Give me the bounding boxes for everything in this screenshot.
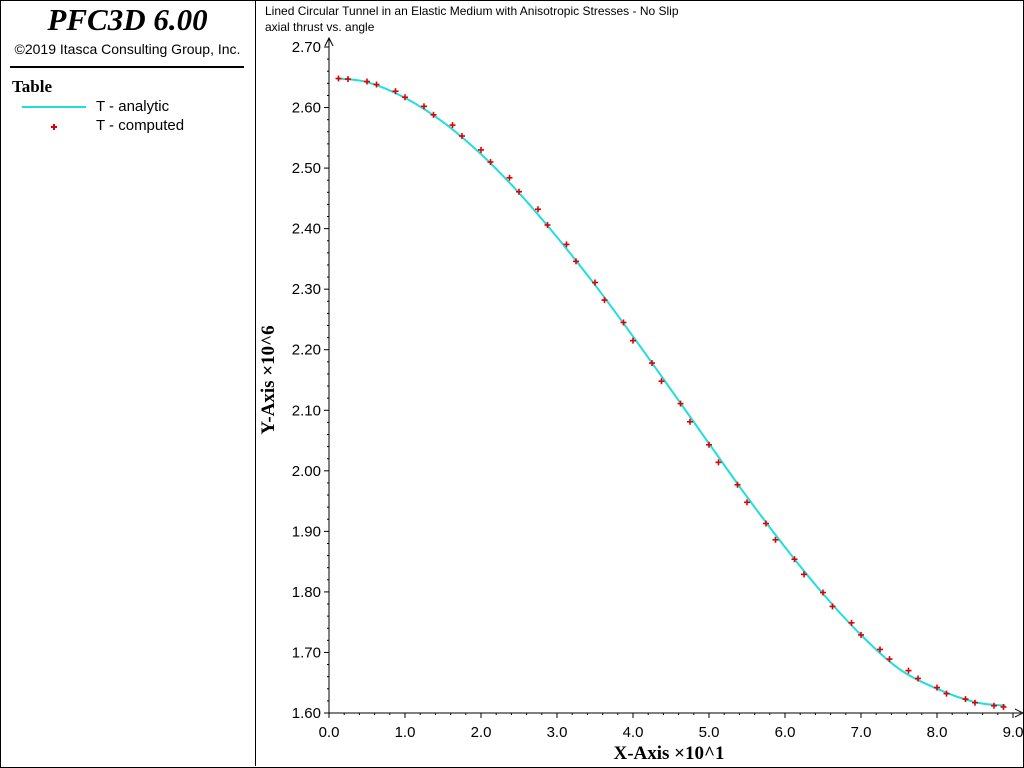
app-title: PFC3D 6.00 (47, 2, 208, 37)
computed-point (1000, 703, 1007, 710)
x-tick-label: 9.0 (1003, 724, 1024, 741)
y-tick-label: 2.40 (292, 221, 321, 238)
computed-point (573, 258, 579, 265)
y-tick-label: 2.30 (292, 281, 321, 298)
computed-point (915, 675, 921, 682)
legend-panel: PFC3D 6.00 ©2019 Itasca Consulting Group… (0, 0, 256, 766)
x-axis-arrow-icon (1014, 708, 1024, 718)
copyright-text: ©2019 Itasca Consulting Group, Inc. (14, 41, 241, 57)
x-tick-label: 5.0 (699, 724, 720, 741)
x-tick-label: 4.0 (623, 724, 644, 741)
computed-point (677, 400, 684, 407)
computed-point (544, 222, 551, 229)
computed-point (364, 78, 370, 85)
axes: 1.60 1.70 1.80 1.90 2.00 2.10 2.20 2.30 2.40 2.50… (292, 36, 1024, 741)
y-tick-label: 2.10 (292, 402, 321, 419)
computed-point (943, 690, 950, 697)
computed-point (706, 441, 712, 448)
computed-point (858, 631, 864, 638)
analytic-series-line (336, 77, 1006, 707)
y-tick-label: 2.60 (292, 100, 321, 117)
computed-point (449, 122, 456, 129)
computed-point (335, 75, 342, 82)
y-tick-label: 1.60 (292, 705, 321, 722)
y-tick-label: 1.80 (292, 584, 321, 601)
y-tick-label: 2.00 (292, 463, 321, 480)
computed-point (687, 418, 693, 425)
computed-point (820, 589, 826, 596)
x-tick-label: 2.0 (471, 724, 492, 741)
computed-point (886, 656, 893, 663)
computed-point (763, 520, 769, 527)
computed-point (392, 88, 399, 95)
computed-point (601, 297, 608, 304)
x-tick-label: 3.0 (547, 724, 568, 741)
legend-item-analytic[interactable]: T - analytic (18, 97, 248, 117)
computed-point (563, 241, 570, 248)
computed-point (373, 81, 380, 88)
computed-point (630, 337, 636, 344)
computed-point (459, 133, 465, 140)
computed-point (715, 459, 722, 466)
x-axis-title: X-Axis ×10^1 (613, 743, 724, 764)
computed-point (934, 684, 940, 691)
computed-point (487, 159, 494, 166)
computed-point (430, 111, 437, 118)
computed-point (478, 146, 484, 153)
computed-point (516, 188, 522, 195)
y-axis-arrow-icon (324, 36, 334, 47)
computed-point (402, 94, 408, 101)
y-tick-label: 2.50 (292, 160, 321, 177)
computed-point (848, 619, 855, 626)
computed-point (962, 696, 969, 703)
computed-point (772, 536, 779, 543)
chart-title: Lined Circular Tunnel in an Elastic Medi… (265, 4, 679, 18)
computed-point (506, 174, 513, 181)
computed-point (421, 103, 427, 110)
computed-point (535, 206, 541, 213)
x-tick-label: 0.0 (319, 724, 340, 741)
computed-point (972, 699, 978, 706)
computed-point (801, 571, 807, 578)
y-axis-title: Y-Axis ×10^6 (258, 325, 279, 434)
computed-point (734, 481, 741, 488)
computed-point (592, 279, 598, 286)
computed-point (991, 702, 997, 709)
legend-item-label: T - computed (96, 117, 185, 134)
computed-point (658, 378, 665, 385)
x-tick-label: 7.0 (851, 724, 872, 741)
series (335, 75, 1007, 710)
x-tick-label: 6.0 (775, 724, 796, 741)
plus-marker-icon (51, 124, 57, 130)
line-swatch-icon (22, 106, 86, 108)
x-tick-label: 8.0 (927, 724, 948, 741)
legend-item-computed[interactable]: T - computed (18, 116, 248, 136)
y-tick-label: 1.90 (292, 523, 321, 540)
y-tick-label: 1.70 (292, 644, 321, 661)
computed-point (829, 603, 836, 610)
legend-title: Table (12, 77, 53, 96)
y-tick-label: 2.70 (292, 39, 321, 56)
x-tick-label: 1.0 (395, 724, 416, 741)
plot-header: Lined Circular Tunnel in an Elastic Medi… (256, 0, 1022, 40)
computed-point (791, 556, 798, 563)
computed-point (744, 499, 750, 506)
computed-point (877, 646, 883, 653)
y-tick-label: 2.20 (292, 342, 321, 359)
chart-subtitle: axial thrust vs. angle (265, 20, 375, 34)
computed-point (620, 319, 627, 326)
legend-item-label: T - analytic (96, 98, 170, 115)
computed-point (345, 76, 351, 83)
divider (10, 66, 244, 68)
computed-point (649, 360, 655, 367)
computed-point (905, 667, 912, 674)
